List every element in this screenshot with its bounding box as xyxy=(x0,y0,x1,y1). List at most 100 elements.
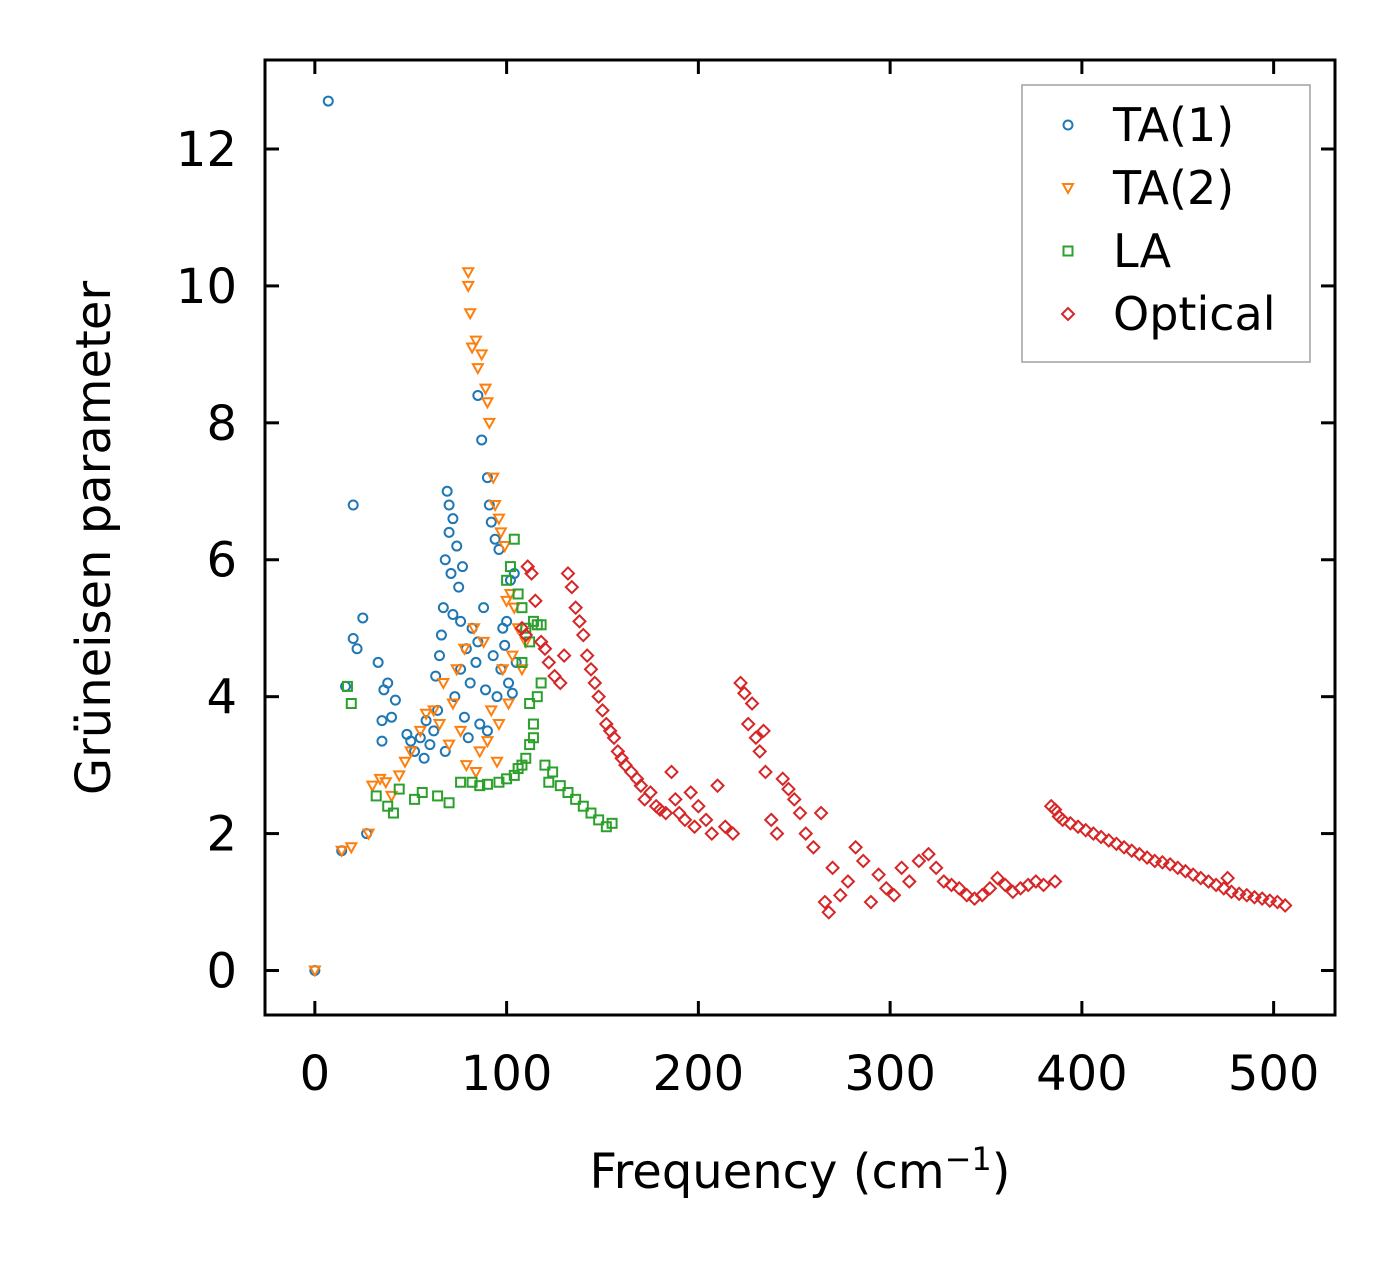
plot-frame xyxy=(263,58,1337,1017)
point-optical xyxy=(1224,884,1239,900)
point-ta-2 xyxy=(453,725,468,738)
point-ta-2 xyxy=(384,790,399,803)
point-ta-1 xyxy=(472,389,484,401)
point-ta-2 xyxy=(486,472,500,485)
point-la xyxy=(409,793,421,805)
point-ta-1 xyxy=(372,656,384,668)
point-ta-1 xyxy=(441,485,453,497)
point-la xyxy=(508,533,520,545)
point-la xyxy=(562,787,574,799)
point-ta-1 xyxy=(447,513,459,525)
point-ta-2 xyxy=(373,773,387,786)
point-optical xyxy=(1085,826,1101,841)
point-ta-1 xyxy=(491,691,503,703)
point-ta-1 xyxy=(424,739,436,751)
point-optical xyxy=(643,785,658,800)
data-points xyxy=(308,95,1293,978)
point-la xyxy=(416,787,428,799)
point-optical xyxy=(637,791,653,807)
y-tick-label: 8 xyxy=(206,396,237,452)
point-ta-1 xyxy=(457,561,469,573)
legend-label-ta-1: TA(1) xyxy=(1112,98,1234,152)
point-ta-1 xyxy=(506,687,518,699)
point-optical xyxy=(863,894,879,910)
point-ta-1 xyxy=(485,516,497,528)
point-ta-2 xyxy=(501,698,516,711)
point-optical xyxy=(878,880,894,896)
y-tick-label: 0 xyxy=(206,944,237,1000)
point-optical xyxy=(698,812,714,828)
legend-marker-ta-1 xyxy=(1062,119,1074,131)
point-ta-2 xyxy=(505,650,520,663)
point-optical xyxy=(974,887,990,903)
point-ta-2 xyxy=(442,739,456,752)
point-optical xyxy=(671,805,687,821)
point-ta-1 xyxy=(405,735,417,747)
point-optical xyxy=(781,781,796,797)
point-ta-1 xyxy=(420,715,432,727)
point-ta-1 xyxy=(478,602,490,614)
point-optical xyxy=(786,791,802,807)
point-la xyxy=(585,807,597,819)
point-optical xyxy=(690,798,706,814)
point-ta-1 xyxy=(322,95,334,107)
point-ta-1 xyxy=(433,650,445,662)
point-la xyxy=(539,759,551,771)
legend-box xyxy=(1021,84,1311,363)
point-ta-1 xyxy=(449,691,461,703)
point-optical xyxy=(855,853,871,869)
point-la xyxy=(393,783,405,795)
point-optical xyxy=(667,791,683,807)
point-ta-1 xyxy=(347,632,359,644)
legend-label-optical: Optical xyxy=(1113,287,1275,341)
point-optical xyxy=(717,819,733,835)
point-ta-2 xyxy=(459,760,474,773)
point-ta-1 xyxy=(351,643,363,655)
point-la xyxy=(524,698,536,710)
point-ta-2 xyxy=(473,746,487,759)
point-optical xyxy=(848,839,864,855)
point-la xyxy=(345,698,357,710)
point-optical xyxy=(664,764,679,780)
point-optical xyxy=(1216,880,1232,896)
legend-marker-optical xyxy=(1060,306,1076,322)
series-la xyxy=(341,533,618,833)
point-ta-2 xyxy=(432,719,447,732)
point-optical xyxy=(886,887,902,903)
point-optical xyxy=(894,860,910,876)
legend-label-ta-2: TA(2) xyxy=(1112,161,1234,215)
x-tick-label: 500 xyxy=(1228,1046,1320,1102)
point-optical xyxy=(1124,843,1140,859)
point-optical xyxy=(1270,894,1285,910)
point-ta-2 xyxy=(465,342,479,355)
point-ta-1 xyxy=(382,677,394,689)
point-la xyxy=(341,680,353,692)
point-ta-2 xyxy=(446,698,460,711)
point-optical xyxy=(1185,867,1201,883)
point-optical xyxy=(725,826,741,841)
legend: TA(1) TA(2) LA Optical xyxy=(1021,84,1311,363)
point-la xyxy=(527,732,539,744)
point-optical xyxy=(591,689,607,705)
point-optical xyxy=(1131,846,1147,862)
point-optical xyxy=(579,648,595,664)
y-tick-label: 4 xyxy=(206,670,237,726)
point-ta-1 xyxy=(489,533,501,545)
point-optical xyxy=(817,894,833,910)
point-ta-2 xyxy=(467,623,481,636)
point-optical xyxy=(541,655,557,670)
point-optical xyxy=(832,887,848,903)
point-optical xyxy=(710,778,725,794)
point-optical xyxy=(901,874,917,889)
point-optical xyxy=(1078,822,1094,838)
point-ta-2 xyxy=(361,828,376,841)
point-la xyxy=(547,766,559,778)
point-la xyxy=(570,793,582,805)
point-optical xyxy=(687,819,702,835)
point-optical xyxy=(752,744,768,759)
x-axis-label-superscript: −1 xyxy=(945,1140,992,1178)
point-optical xyxy=(997,877,1013,893)
point-optical xyxy=(547,668,562,684)
point-optical xyxy=(1139,850,1155,865)
point-ta-1 xyxy=(439,745,451,757)
